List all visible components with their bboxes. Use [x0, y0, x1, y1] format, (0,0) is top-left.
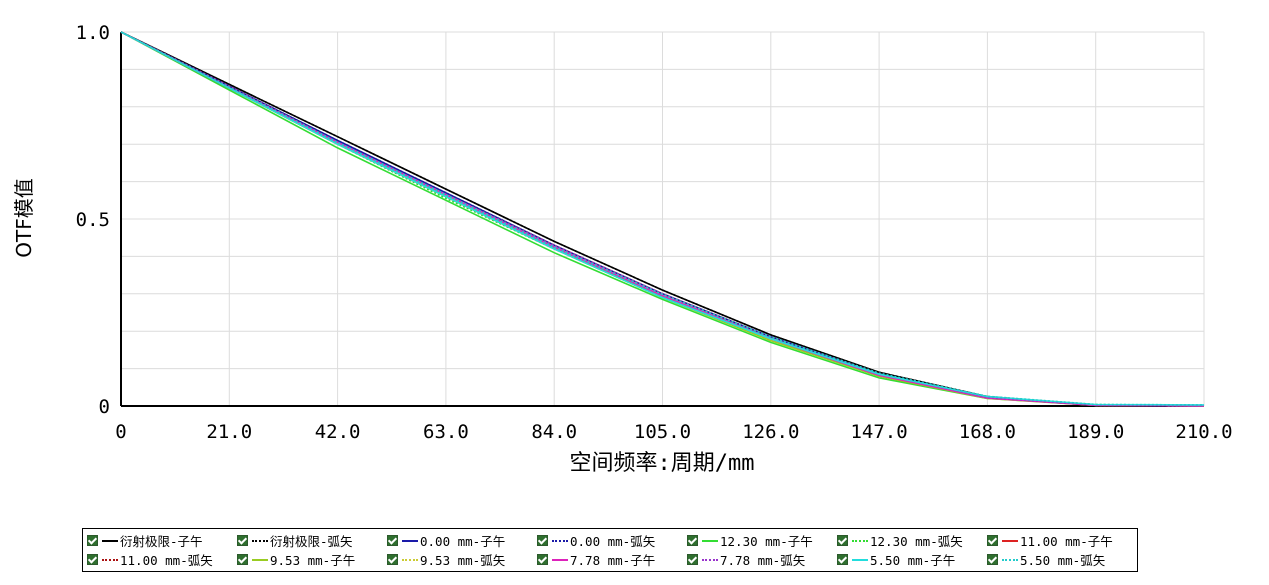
legend-item[interactable]: 5.50 mm-弧矢 [987, 550, 1137, 569]
legend-swatch [852, 539, 868, 542]
legend-label: 7.78 mm-弧矢 [720, 553, 806, 568]
checkbox-icon[interactable] [987, 554, 998, 565]
checkbox-icon[interactable] [537, 554, 548, 565]
series-line-13 [120, 31, 1205, 406]
legend-label: 0.00 mm-子午 [420, 534, 506, 549]
x-tick-label: 0 [115, 421, 126, 443]
legend-swatch [1002, 539, 1018, 542]
legend-label: 11.00 mm-子午 [1020, 534, 1113, 549]
legend-swatch [552, 539, 568, 542]
legend-item[interactable]: 12.30 mm-子午 [687, 531, 837, 550]
legend-label: 0.00 mm-弧矢 [570, 534, 656, 549]
checkbox-icon[interactable] [237, 535, 248, 546]
legend-item[interactable]: 9.53 mm-子午 [237, 550, 387, 569]
legend-item[interactable]: 11.00 mm-子午 [987, 531, 1137, 550]
legend-swatch [252, 539, 268, 542]
legend-label: 5.50 mm-弧矢 [1020, 553, 1106, 568]
legend-swatch [1002, 558, 1018, 561]
checkbox-icon[interactable] [687, 554, 698, 565]
legend-swatch [252, 558, 268, 561]
legend: 衍射极限-子午 衍射极限-弧矢 0.00 mm-子午 0.00 mm-弧矢 12.30 … [82, 528, 1138, 572]
checkbox-icon[interactable] [387, 535, 398, 546]
checkbox-icon[interactable] [987, 535, 998, 546]
y-tick-labels: 0 0.5 1.0 [76, 22, 110, 418]
legend-label: 9.53 mm-弧矢 [420, 553, 506, 568]
checkbox-icon[interactable] [837, 535, 848, 546]
legend-item[interactable]: 12.30 mm-弧矢 [837, 531, 987, 550]
checkbox-icon[interactable] [387, 554, 398, 565]
y-tick-label: 1.0 [76, 22, 110, 44]
legend-item[interactable]: 衍射极限-弧矢 [237, 531, 387, 550]
legend-label: 11.00 mm-弧矢 [120, 553, 213, 568]
legend-item[interactable]: 7.78 mm-子午 [537, 550, 687, 569]
legend-swatch [402, 558, 418, 561]
legend-swatch [102, 539, 118, 542]
y-tick-label: 0 [99, 396, 110, 418]
legend-swatch [402, 539, 418, 542]
legend-item[interactable]: 9.53 mm-弧矢 [387, 550, 537, 569]
x-tick-label: 63.0 [423, 421, 469, 443]
series-lines [120, 31, 1205, 407]
y-axis-label: OTF模值 [12, 178, 36, 257]
x-tick-label: 189.0 [1067, 421, 1124, 443]
x-tick-label: 210.0 [1175, 421, 1232, 443]
series-line-10 [120, 31, 1205, 407]
legend-label: 衍射极限-弧矢 [270, 534, 353, 549]
y-tick-label: 0.5 [76, 209, 110, 231]
legend-item[interactable]: 5.50 mm-子午 [837, 550, 987, 569]
checkbox-icon[interactable] [537, 535, 548, 546]
legend-item[interactable]: 0.00 mm-弧矢 [537, 531, 687, 550]
x-tick-label: 42.0 [315, 421, 361, 443]
legend-label: 12.30 mm-弧矢 [870, 534, 963, 549]
checkbox-icon[interactable] [237, 554, 248, 565]
x-axis-label: 空间频率:周期/mm [570, 451, 755, 476]
series-line-12 [120, 31, 1205, 406]
legend-label: 5.50 mm-子午 [870, 553, 956, 568]
legend-item[interactable]: 衍射极限-子午 [87, 531, 237, 550]
x-tick-label: 126.0 [742, 421, 799, 443]
x-tick-label: 168.0 [959, 421, 1016, 443]
legend-label: 7.78 mm-子午 [570, 553, 656, 568]
x-tick-label: 21.0 [206, 421, 252, 443]
legend-item[interactable]: 11.00 mm-弧矢 [87, 550, 237, 569]
x-tick-labels: 0 21.0 42.0 63.0 84.0 105.0 126.0 147.0 168.0 189… [115, 421, 1232, 443]
checkbox-icon[interactable] [87, 554, 98, 565]
legend-label: 9.53 mm-子午 [270, 553, 356, 568]
legend-label: 12.30 mm-子午 [720, 534, 813, 549]
axes [120, 32, 1204, 407]
checkbox-icon[interactable] [87, 535, 98, 546]
x-tick-label: 147.0 [850, 421, 907, 443]
legend-swatch [702, 539, 718, 542]
x-tick-label: 105.0 [634, 421, 691, 443]
legend-item[interactable]: 0.00 mm-子午 [387, 531, 537, 550]
legend-swatch [702, 558, 718, 561]
otf-chart: 0 21.0 42.0 63.0 84.0 105.0 126.0 147.0 168.0 189… [12, 22, 1233, 476]
x-tick-label: 84.0 [531, 421, 577, 443]
legend-swatch [102, 558, 118, 561]
checkbox-icon[interactable] [837, 554, 848, 565]
series-line-1 [120, 31, 1205, 407]
legend-label: 衍射极限-子午 [120, 534, 203, 549]
legend-swatch [852, 558, 868, 561]
legend-swatch [552, 558, 568, 561]
legend-item[interactable]: 7.78 mm-弧矢 [687, 550, 837, 569]
grid [121, 31, 1205, 406]
checkbox-icon[interactable] [687, 535, 698, 546]
